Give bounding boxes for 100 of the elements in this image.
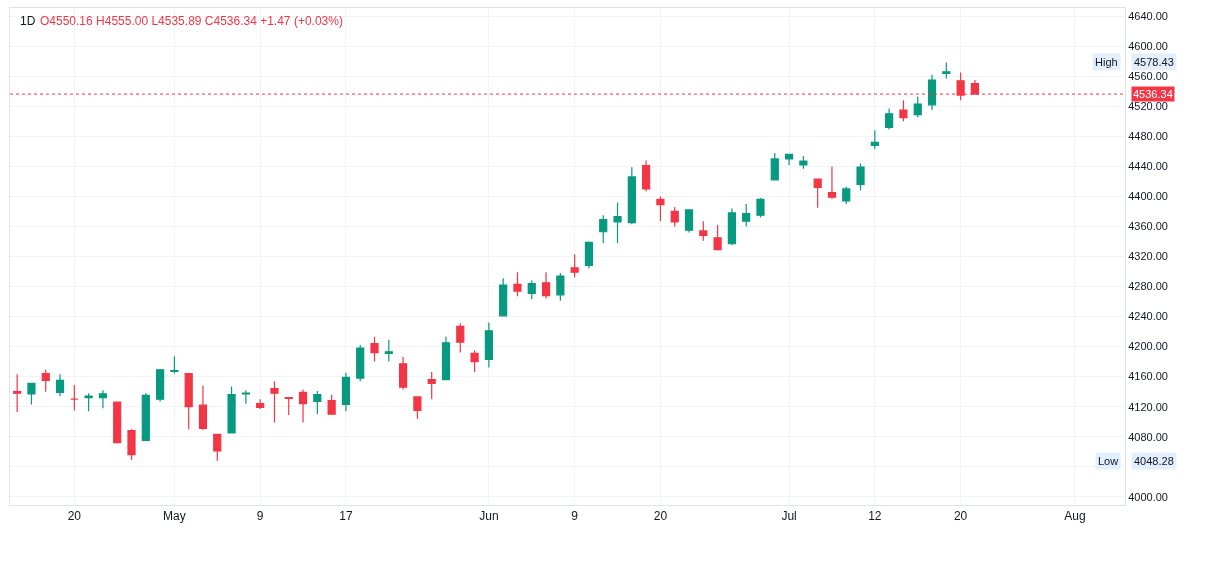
- candlestick: [227, 385, 236, 434]
- y-tick-label: 4520.00: [1128, 100, 1168, 113]
- candlestick: [198, 385, 208, 431]
- candlestick: [55, 373, 65, 397]
- y-tick-label: 4440.00: [1128, 160, 1168, 173]
- text: 4578.43: [1134, 56, 1174, 68]
- candlestick: [627, 166, 636, 225]
- candlestick: [499, 277, 508, 317]
- candlestick: [399, 356, 408, 390]
- candlestick: [441, 336, 451, 381]
- candlestick: [513, 271, 522, 297]
- x-tick-label: 20: [67, 509, 82, 524]
- candlestick: [584, 240, 594, 270]
- y-tick-label: 4560.00: [1128, 70, 1168, 83]
- candlestick: [184, 373, 193, 430]
- candlestick: [484, 321, 493, 369]
- ref-line-label: 4536.34: [1133, 88, 1173, 100]
- y-tick-label: 4160.00: [1128, 370, 1168, 383]
- candlestick: [684, 209, 694, 234]
- candlestick: [327, 394, 336, 415]
- x-tick-label: 12: [868, 509, 882, 524]
- candlestick: [570, 253, 579, 279]
- y-tick-label: 4200.00: [1128, 340, 1168, 353]
- candlestick: [913, 95, 922, 119]
- candlestick: [384, 339, 393, 363]
- candlestick: [885, 108, 894, 131]
- candlestick: [770, 152, 779, 181]
- y-tick-label: 4320.00: [1128, 250, 1168, 263]
- candlestick: [141, 392, 150, 442]
- candlestick: [127, 428, 136, 461]
- y-tick-label: 4000.00: [1128, 490, 1168, 503]
- x-tick-label: 20: [653, 509, 668, 524]
- candlestick: [41, 369, 50, 393]
- candlestick: [742, 203, 751, 228]
- x-tick-label: Aug: [1064, 509, 1086, 524]
- candlestick: [613, 201, 622, 244]
- candlestick: [656, 195, 665, 222]
- candlestick: [341, 372, 351, 412]
- annotation: High: [1095, 56, 1118, 68]
- candlestick: [155, 368, 165, 402]
- y-tick-label: 4360.00: [1128, 220, 1168, 233]
- candlestick: [427, 371, 436, 400]
- candlestick: [413, 396, 422, 420]
- candlestick: [270, 380, 279, 424]
- x-tick-label: 17: [339, 509, 353, 524]
- text: 1D: [20, 14, 36, 28]
- candlestick: [70, 384, 79, 411]
- candlestick: [170, 355, 179, 375]
- candlestick: [241, 389, 250, 405]
- candlestick: [727, 207, 736, 246]
- y-tick-label: 4600.00: [1128, 40, 1168, 53]
- y-tick-label: 4280.00: [1128, 280, 1168, 293]
- candlestick: [370, 336, 379, 363]
- candlestick: [942, 61, 951, 80]
- x-tick-label: 9: [256, 509, 264, 524]
- candlestick: [827, 165, 837, 200]
- candlestick: [870, 129, 879, 150]
- candlestick: [27, 382, 36, 405]
- candlestick: [13, 373, 22, 413]
- candlestick: [784, 153, 794, 166]
- candlestick: [98, 389, 108, 409]
- y-tick-label: 4640.00: [1128, 10, 1168, 23]
- candlestick: [899, 99, 908, 122]
- x-tick-label: Jul: [781, 509, 797, 524]
- candlestick: [213, 433, 222, 462]
- text: 4048.28: [1134, 455, 1174, 467]
- candlestick: [284, 396, 293, 416]
- candlestick: [713, 224, 722, 252]
- candlestick: [556, 272, 565, 302]
- candlestick: [313, 390, 322, 415]
- candlestick: [113, 401, 122, 445]
- y-tick-label: 4480.00: [1128, 130, 1168, 143]
- candlestick: [356, 344, 365, 382]
- candlestick: [256, 398, 265, 410]
- candlestick: [470, 349, 479, 373]
- y-tick-label: 4240.00: [1128, 310, 1168, 323]
- candlestick: [856, 162, 865, 192]
- candlestick: [799, 155, 808, 170]
- text: O4550.16 H4555.00 L4535.89 C4536.34 +1.47 (+0.03%): [40, 14, 343, 28]
- candlestick: [527, 279, 536, 300]
- candlestick: [599, 214, 608, 244]
- candlestick: [642, 159, 651, 192]
- y-tick-label: 4120.00: [1128, 400, 1168, 413]
- x-tick-label: May: [163, 509, 186, 524]
- x-tick-label: 20: [953, 509, 968, 524]
- y-tick-label: 4080.00: [1128, 430, 1168, 443]
- y-tick-label: 4400.00: [1128, 190, 1168, 203]
- candlestick: [298, 388, 308, 424]
- annotation: Low: [1098, 455, 1119, 467]
- candlestick: [756, 197, 765, 219]
- candlestick: [84, 392, 93, 412]
- candlestick: [456, 322, 465, 354]
- candlestick: [670, 206, 679, 228]
- x-tick-label: 9: [571, 509, 579, 524]
- candlestick: [541, 271, 551, 300]
- x-tick-label: Jun: [479, 509, 499, 524]
- candlestick: [842, 186, 851, 205]
- candlestick: [699, 220, 708, 242]
- candlestick: [927, 74, 937, 111]
- candlestick: [813, 178, 822, 209]
